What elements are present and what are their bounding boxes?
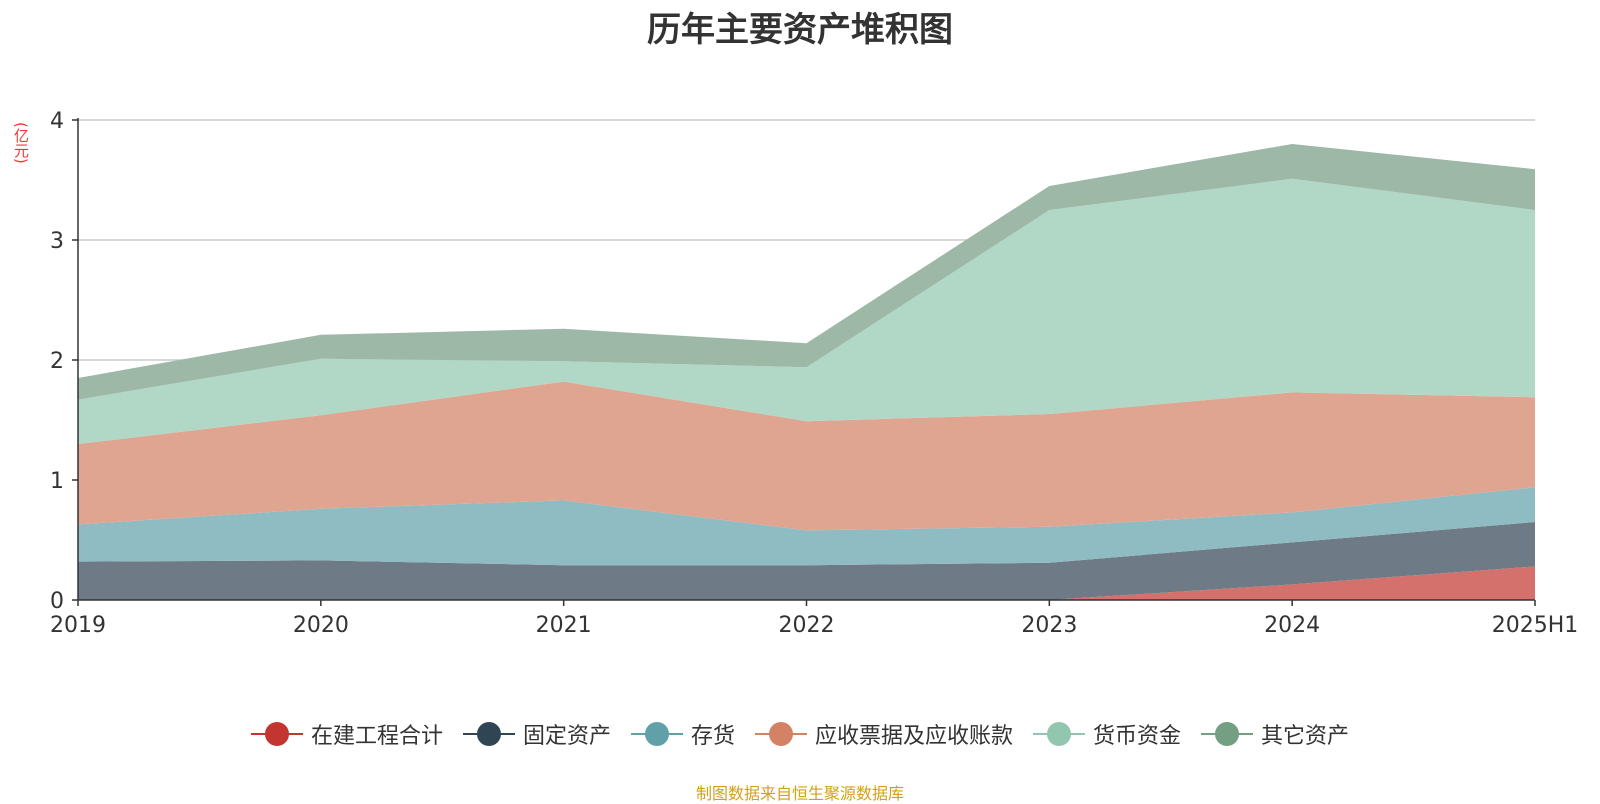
- legend-label: 在建工程合计: [310, 724, 443, 749]
- area-series-3: [78, 381, 1535, 531]
- y-tick-label: 3: [50, 229, 64, 254]
- area-series-5: [78, 144, 1535, 400]
- x-tick-label: 2019: [50, 613, 106, 638]
- x-tick-label: 2025H1: [1492, 613, 1579, 638]
- y-tick-label: 2: [50, 349, 64, 374]
- legend-label: 应收票据及应收账款: [815, 724, 1014, 749]
- y-tick-label: 4: [50, 109, 64, 134]
- legend-label: 固定资产: [522, 724, 611, 749]
- legend-swatch-icon: [462, 722, 515, 746]
- y-tick-label: 0: [50, 589, 64, 614]
- tick-labels: 0 1 2 3 4 2019 2020 2021 2022 2023 2024 2025H1: [50, 109, 1578, 638]
- area-series-4: [78, 178, 1535, 445]
- axes: [72, 118, 1536, 606]
- legend-swatch-icon: [250, 722, 303, 746]
- area-series-0: [78, 566, 1535, 600]
- legend-label: 其它资产: [1261, 724, 1350, 749]
- legend: 在建工程合计 固定资产 存货 应收票据及应收账款 货币资金 其它资产: [0, 718, 1600, 750]
- area-series-2: [78, 487, 1535, 566]
- x-tick-label: 2020: [293, 613, 349, 638]
- legend-item[interactable]: 固定资产: [462, 718, 611, 750]
- source-note: 制图数据来自恒生聚源数据库: [695, 784, 904, 803]
- x-tick-label: 2022: [779, 613, 835, 638]
- x-tick-label: 2021: [536, 613, 592, 638]
- legend-item[interactable]: 在建工程合计: [250, 718, 443, 750]
- chart-title: 历年主要资产堆积图: [647, 10, 953, 50]
- legend-swatch-icon: [755, 722, 807, 746]
- y-axis-unit-label: (亿元): [12, 122, 30, 164]
- legend-item[interactable]: 货币资金: [1033, 718, 1181, 750]
- legend-item[interactable]: 应收票据及应收账款: [755, 718, 1013, 750]
- legend-item[interactable]: 存货: [630, 718, 735, 750]
- x-tick-label: 2024: [1264, 613, 1320, 638]
- area-series-1: [78, 522, 1535, 600]
- legend-swatch-icon: [630, 722, 683, 746]
- legend-item[interactable]: 其它资产: [1201, 718, 1349, 750]
- y-tick-label: 1: [50, 469, 64, 494]
- legend-swatch-icon: [1033, 722, 1086, 746]
- legend-label: 存货: [690, 724, 735, 749]
- area-series: [78, 144, 1535, 600]
- x-tick-label: 2023: [1021, 613, 1077, 638]
- legend-label: 货币资金: [1093, 724, 1182, 749]
- legend-swatch-icon: [1201, 722, 1254, 746]
